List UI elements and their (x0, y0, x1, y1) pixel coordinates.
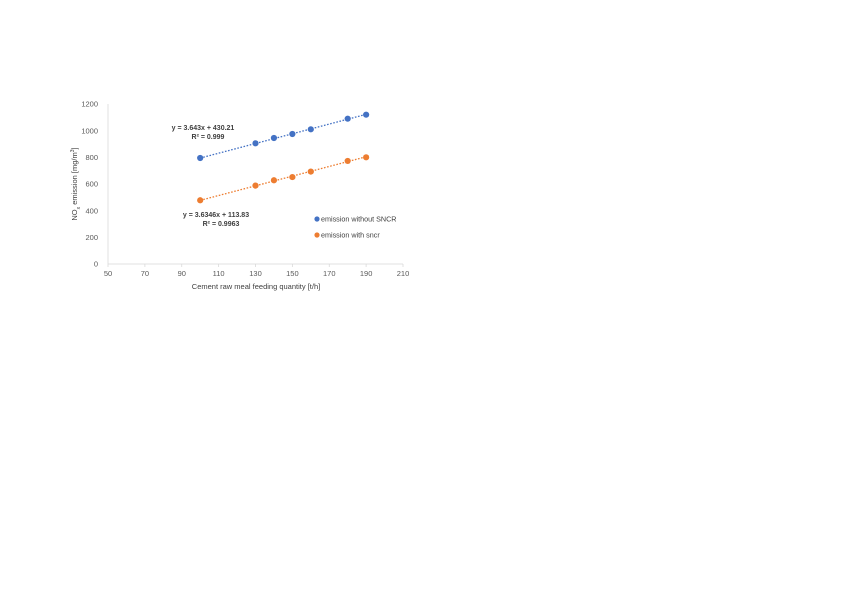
y-tick-label: 1000 (81, 126, 98, 135)
data-point-s2-6 (344, 157, 351, 165)
trend-r2-2: R² = 0.9963 (203, 221, 240, 228)
x-axis-title: Cement raw meal feeding quantity [t/h] (192, 282, 320, 291)
data-point-s1-3 (270, 134, 278, 142)
x-tick-label: 70 (141, 269, 149, 278)
x-tick-label: 190 (360, 269, 373, 278)
y-tick-label: 200 (85, 233, 98, 242)
trendline-2 (200, 156, 367, 201)
data-point-s2-4 (289, 173, 296, 181)
y-tick-label: 800 (85, 153, 98, 162)
data-points (197, 111, 370, 204)
data-point-s1-2 (252, 140, 259, 147)
x-tick-label: 50 (104, 269, 112, 278)
x-tick-label: 210 (397, 269, 410, 278)
y-tick-label: 400 (85, 206, 98, 215)
x-tick-label: 90 (178, 269, 186, 278)
x-tick-label: 150 (286, 269, 299, 278)
y-tick-label: 1200 (81, 100, 98, 109)
data-point-s2-3 (270, 177, 278, 184)
trend-r2-1: R² = 0.999 (192, 134, 225, 141)
y-axis-title: NOx emission [mg/m3] (70, 147, 82, 220)
x-tick-label: 110 (213, 269, 225, 278)
data-point-s2-2 (252, 182, 259, 189)
data-point-s2-7 (363, 154, 370, 161)
x-tick-label: 170 (323, 269, 336, 278)
data-point-s1-5 (307, 126, 314, 133)
y-tick-label: 0 (94, 260, 98, 269)
legend-marker-2 (314, 232, 320, 238)
data-point-s1-6 (344, 115, 351, 122)
legend-label-2: emission with sncr (321, 231, 380, 240)
x-tick-label: 130 (249, 269, 262, 278)
data-point-s1-1 (197, 154, 204, 162)
trend-equation-2: y = 3.6346x + 113.83 (183, 212, 249, 219)
data-point-s2-1 (197, 197, 204, 204)
legend: emission without SNCR emission with sncr (314, 215, 397, 240)
legend-marker-1 (314, 216, 320, 222)
trend-equation-1: y = 3.643x + 430.21 (172, 125, 235, 132)
axes: 50 70 90 110 130 150 170 190 210 0 200 400 600 800 100… (81, 100, 409, 278)
data-point-s1-4 (289, 130, 296, 138)
trendline-1 (200, 113, 367, 159)
y-tick-label: 600 (85, 180, 98, 189)
legend-label-1: emission without SNCR (321, 215, 397, 224)
data-point-s2-5 (307, 168, 314, 175)
trendline-labels: y = 3.643x + 430.21 R² = 0.999 y = 3.634… (172, 125, 250, 228)
data-point-s1-7 (363, 111, 370, 118)
